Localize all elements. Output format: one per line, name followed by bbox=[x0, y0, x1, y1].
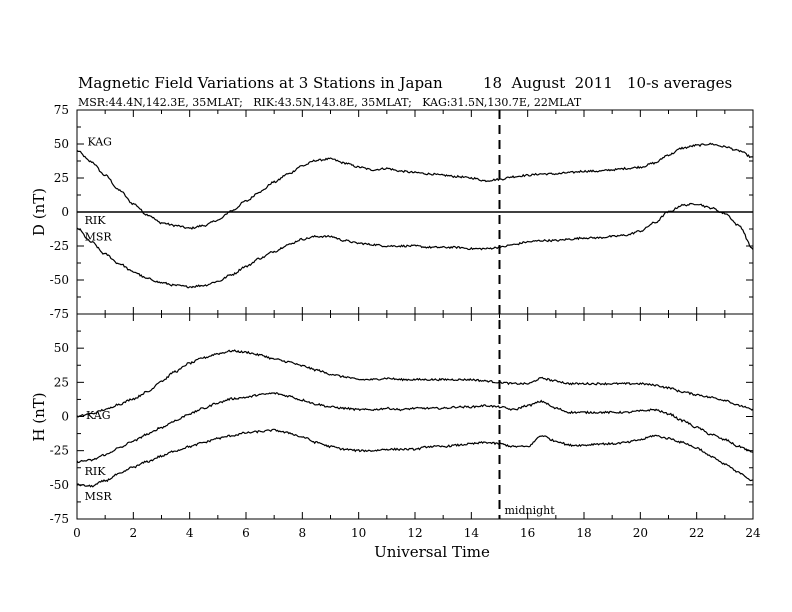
y-tick-label: 50 bbox=[54, 137, 69, 151]
series-line-kag bbox=[76, 142, 753, 230]
series-line-msr bbox=[76, 428, 754, 488]
station-label-kag: KAG bbox=[87, 135, 112, 148]
panel-h-y-axis: 50 25 0 -25 -50 -75 bbox=[50, 313, 753, 526]
y-tick-label: 50 bbox=[54, 341, 69, 355]
x-tick-label: 6 bbox=[242, 526, 250, 540]
y-tick-label: -75 bbox=[50, 307, 69, 321]
x-tick-label: 24 bbox=[745, 526, 761, 540]
y-tick-label: -25 bbox=[50, 239, 69, 253]
x-axis-title: Universal Time bbox=[374, 543, 490, 561]
y-tick-label: 75 bbox=[54, 103, 69, 117]
series-line-rik bbox=[76, 392, 754, 464]
series-line-kag bbox=[76, 349, 754, 418]
panel-h-station-labels: KAG RIK MSR bbox=[85, 409, 113, 503]
panel-h: 50 25 0 -25 -50 -75 KAG RIK MSR H (nT) bbox=[30, 313, 754, 526]
x-tick-label: 22 bbox=[689, 526, 704, 540]
chart-averaging: 10-s averages bbox=[627, 74, 732, 92]
x-tick-label: 14 bbox=[464, 526, 480, 540]
x-axis: 0 2 4 6 8 10 12 14 16 18 20 22 24 bbox=[73, 110, 761, 540]
x-tick-label: 4 bbox=[186, 526, 194, 540]
panel-d-series bbox=[76, 142, 754, 289]
stations-subtitle: MSR:44.4N,142.3E, 35MLAT; RIK:43.5N,143.… bbox=[78, 96, 582, 109]
x-tick-label: 10 bbox=[351, 526, 366, 540]
x-tick-label: 18 bbox=[576, 526, 591, 540]
station-label-msr: MSR bbox=[85, 230, 113, 243]
panel-d-y-axis: 75 50 25 0 -25 -50 -75 bbox=[50, 103, 753, 321]
x-tick-label: 16 bbox=[520, 526, 535, 540]
panel-d: 75 50 25 0 -25 -50 -75 KAG RIK MSR D (nT) bbox=[30, 103, 754, 321]
y-tick-label: -25 bbox=[50, 444, 69, 458]
y-tick-label: -50 bbox=[50, 478, 69, 492]
chart-title: Magnetic Field Variations at 3 Stations … bbox=[78, 74, 443, 92]
y-tick-label: -50 bbox=[50, 273, 69, 287]
panel-h-ylabel: H (nT) bbox=[30, 392, 48, 441]
y-tick-label: 25 bbox=[54, 171, 69, 185]
midnight-label: midnight bbox=[505, 504, 556, 517]
panel-d-station-labels: KAG RIK MSR bbox=[85, 135, 113, 243]
station-label-rik: RIK bbox=[85, 465, 107, 478]
x-tick-label: 2 bbox=[130, 526, 138, 540]
x-tick-label: 20 bbox=[633, 526, 648, 540]
y-tick-label: 25 bbox=[54, 375, 69, 389]
x-tick-label: 0 bbox=[73, 526, 81, 540]
station-label-rik: RIK bbox=[85, 214, 107, 227]
panel-h-frame bbox=[76, 313, 754, 520]
x-tick-label: 8 bbox=[299, 526, 307, 540]
panel-h-series bbox=[76, 349, 754, 488]
station-label-kag: KAG bbox=[86, 409, 111, 422]
y-tick-label: 0 bbox=[61, 410, 69, 424]
y-tick-label: 0 bbox=[61, 205, 69, 219]
station-label-msr: MSR bbox=[85, 490, 113, 503]
series-line-rik bbox=[76, 202, 754, 289]
panel-d-ylabel: D (nT) bbox=[30, 188, 48, 236]
y-tick-label: -75 bbox=[50, 512, 69, 526]
chart-date: 18 August 2011 bbox=[483, 74, 613, 92]
x-tick-label: 12 bbox=[407, 526, 422, 540]
